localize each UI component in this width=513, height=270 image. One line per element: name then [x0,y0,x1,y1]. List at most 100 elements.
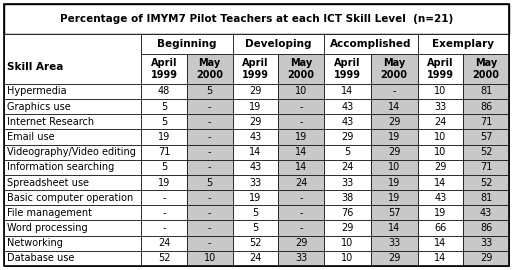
Bar [141,251,187,266]
Bar [278,145,324,160]
Bar [463,129,509,145]
Text: Skill Area: Skill Area [7,62,64,72]
Text: 71: 71 [480,162,492,172]
Text: 19: 19 [158,132,170,142]
Bar [324,205,371,221]
Text: 24: 24 [158,238,170,248]
Text: 19: 19 [435,208,447,218]
Bar [4,236,141,251]
Bar [418,34,509,54]
Bar [463,205,509,221]
Bar [232,236,278,251]
Text: -: - [299,223,303,233]
Bar [418,251,463,266]
Bar [4,160,141,175]
Bar [232,34,324,54]
Bar [232,251,278,266]
Text: -: - [208,223,211,233]
Text: Word processing: Word processing [7,223,88,233]
Text: -: - [392,86,396,96]
Bar [418,129,463,145]
Bar [187,236,232,251]
Bar [187,84,232,99]
Bar [232,114,278,129]
Bar [371,129,418,145]
Bar [324,251,371,266]
Bar [232,205,278,221]
Text: Videography/Video editing: Videography/Video editing [7,147,136,157]
Bar [232,190,278,205]
Text: 29: 29 [249,117,262,127]
Text: -: - [208,132,211,142]
Bar [324,114,371,129]
Text: 5: 5 [252,223,259,233]
Text: 43: 43 [249,132,262,142]
Bar [278,221,324,236]
Text: 19: 19 [388,178,400,188]
Bar [141,205,187,221]
Text: -: - [208,162,211,172]
Text: Beginning: Beginning [157,39,216,49]
Bar [371,84,418,99]
Bar [371,251,418,266]
Text: 10: 10 [435,132,447,142]
Bar [324,34,418,54]
Bar [278,160,324,175]
Text: 29: 29 [388,147,400,157]
Text: 24: 24 [435,117,447,127]
Bar [4,84,141,99]
Bar [187,175,232,190]
Text: Basic computer operation: Basic computer operation [7,193,133,203]
Text: 14: 14 [295,147,307,157]
Bar [463,160,509,175]
Bar [371,175,418,190]
Text: 71: 71 [480,117,492,127]
Bar [232,145,278,160]
Bar [4,99,141,114]
Text: 10: 10 [295,86,307,96]
Bar [324,54,371,84]
Bar [187,145,232,160]
Bar [141,34,232,54]
Bar [324,99,371,114]
Text: 33: 33 [480,238,492,248]
Text: 5: 5 [161,162,167,172]
Bar [4,129,141,145]
Text: -: - [208,117,211,127]
Bar [278,114,324,129]
Text: 57: 57 [388,208,401,218]
Text: 52: 52 [480,147,492,157]
Text: 29: 29 [249,86,262,96]
Bar [4,34,141,84]
Bar [418,175,463,190]
Bar [278,84,324,99]
Bar [278,54,324,84]
Text: 24: 24 [249,254,262,264]
Text: 29: 29 [388,117,400,127]
Text: 81: 81 [480,86,492,96]
Bar [187,160,232,175]
Text: 14: 14 [249,147,262,157]
Text: 33: 33 [435,102,447,112]
Bar [324,190,371,205]
Text: 43: 43 [249,162,262,172]
Bar [324,236,371,251]
Bar [232,221,278,236]
Text: 5: 5 [207,178,213,188]
Bar [4,4,509,34]
Text: 52: 52 [249,238,262,248]
Bar [418,236,463,251]
Text: Email use: Email use [7,132,54,142]
Text: 29: 29 [341,132,353,142]
Bar [141,129,187,145]
Bar [187,251,232,266]
Bar [324,175,371,190]
Bar [4,114,141,129]
Bar [278,99,324,114]
Text: 43: 43 [341,117,353,127]
Bar [463,54,509,84]
Bar [141,99,187,114]
Text: 5: 5 [161,117,167,127]
Bar [4,205,141,221]
Bar [232,54,278,84]
